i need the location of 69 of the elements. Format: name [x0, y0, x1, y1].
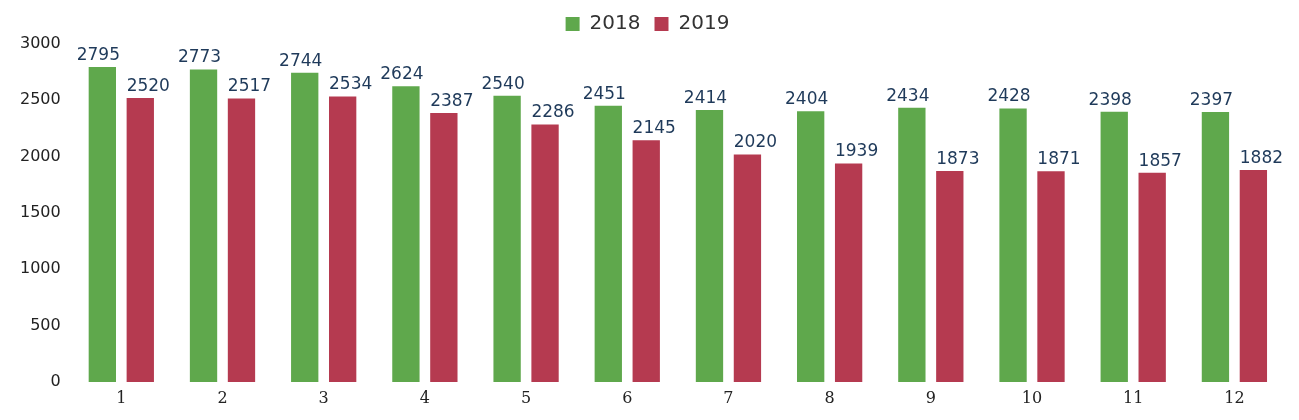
- data-label: 1882: [1239, 146, 1284, 167]
- data-label: 2397: [1189, 88, 1234, 109]
- bar: [632, 140, 660, 382]
- y-tick-label: 3000: [20, 33, 61, 53]
- x-tick-label: 6: [622, 388, 633, 408]
- bar: [797, 111, 825, 382]
- bar: [898, 107, 926, 382]
- data-label: 2286: [531, 101, 575, 122]
- bar: [430, 113, 458, 382]
- bar: [1201, 111, 1230, 382]
- data-label: 1857: [1138, 149, 1182, 170]
- bar: [834, 163, 863, 382]
- bar: [1100, 111, 1128, 382]
- x-tick-label: 7: [723, 388, 734, 408]
- y-tick-label: 2500: [20, 89, 61, 109]
- bar: [531, 124, 559, 382]
- data-label: 2428: [987, 85, 1031, 106]
- data-label: 2404: [785, 88, 829, 109]
- bar: [126, 98, 154, 382]
- data-label: 2020: [733, 131, 778, 152]
- x-tick-label: 10: [1021, 388, 1043, 408]
- data-label: 2520: [126, 75, 170, 95]
- bar: [999, 108, 1027, 382]
- y-tick-label: 0: [50, 371, 61, 391]
- bar: [88, 67, 116, 382]
- x-tick-label: 12: [1224, 388, 1245, 408]
- data-label: 2387: [430, 89, 474, 110]
- bar: [936, 170, 964, 382]
- data-label: 2534: [329, 73, 373, 94]
- bar: [695, 110, 724, 382]
- y-tick-label: 500: [30, 314, 61, 334]
- data-label: 2451: [582, 82, 626, 103]
- data-label: 2434: [886, 84, 930, 105]
- bar: [329, 96, 357, 382]
- bar: [1239, 169, 1268, 382]
- data-label: 2773: [177, 46, 222, 67]
- x-tick-label: 3: [318, 388, 329, 408]
- bar: [594, 105, 622, 382]
- bar: [189, 69, 218, 382]
- data-label: 2540: [481, 72, 525, 93]
- bar: [493, 95, 521, 382]
- x-tick-label: 1: [116, 388, 127, 408]
- data-label: 1939: [834, 140, 879, 161]
- x-tick-label: 4: [419, 388, 430, 408]
- data-label: 2517: [227, 75, 272, 96]
- data-label: 2414: [683, 86, 728, 107]
- data-label: 2795: [76, 44, 120, 65]
- bar: [227, 98, 256, 382]
- data-label: 2145: [632, 117, 676, 138]
- x-tick-label: 5: [520, 388, 532, 408]
- bar: [392, 86, 420, 382]
- y-tick-label: 2000: [20, 145, 61, 165]
- data-label: 2744: [279, 49, 323, 70]
- y-tick-label: 1000: [20, 258, 61, 278]
- y-tick-label: 1500: [20, 202, 61, 222]
- x-tick-label: 11: [1123, 388, 1144, 408]
- bar: [733, 154, 762, 382]
- x-tick-label: 9: [925, 388, 936, 408]
- legend-label: 2019: [678, 10, 730, 35]
- bar: [1037, 171, 1065, 382]
- legend-label: 2018: [589, 10, 641, 35]
- x-tick-label: 8: [824, 388, 835, 408]
- data-label: 1871: [1037, 148, 1081, 169]
- data-label: 2398: [1088, 88, 1132, 109]
- data-label: 2624: [380, 63, 424, 84]
- x-tick-label: 2: [217, 388, 228, 408]
- bar: [291, 72, 319, 382]
- bar: [1138, 172, 1166, 382]
- data-label: 1873: [936, 147, 980, 168]
